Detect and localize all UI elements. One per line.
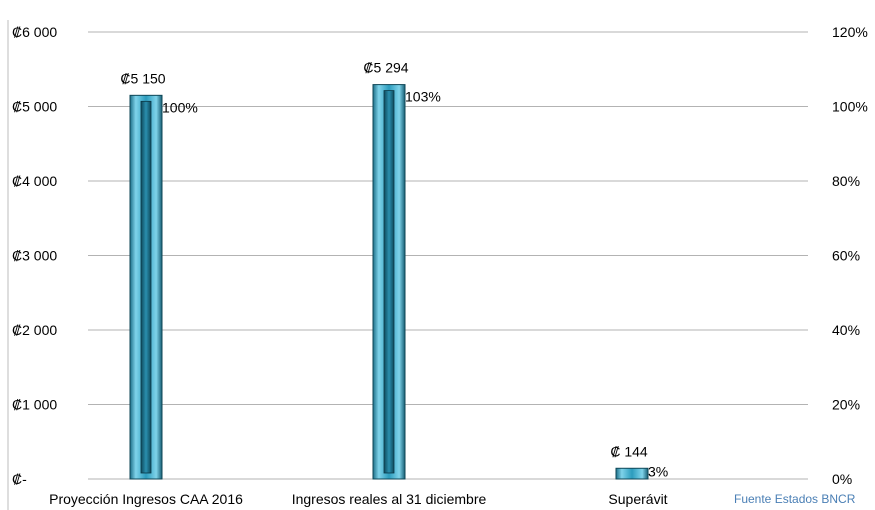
y-tick-label: ₡4 000 (12, 173, 57, 189)
percent-label: 3% (648, 463, 668, 479)
y-axis-ticks: ₡- ₡1 000 ₡2 000 ₡3 000 ₡4 000 ₡5 000 ₡6 000 (12, 24, 57, 487)
bar-body (615, 467, 649, 480)
y2-tick-label: 60% (832, 248, 860, 264)
y2-tick-label: 20% (832, 397, 860, 413)
percent-label: 103% (405, 89, 441, 105)
y2-tick-label: 0% (832, 471, 852, 487)
y2-tick-label: 80% (832, 173, 860, 189)
bars (129, 84, 649, 480)
bar (129, 94, 163, 480)
bar-inner (140, 100, 152, 474)
category-label: Proyección Ingresos CAA 2016 (49, 491, 243, 507)
value-label: ₡5 294 (363, 60, 408, 76)
y-tick-label: ₡- (12, 471, 27, 487)
source-note: Fuente Estados BNCR (734, 492, 856, 506)
bar (372, 84, 406, 480)
category-label: Superávit (608, 491, 667, 507)
bar-inner (383, 90, 395, 474)
percent-label: 100% (162, 99, 198, 115)
y-tick-label: ₡5 000 (12, 99, 57, 115)
y-tick-label: ₡2 000 (12, 322, 57, 338)
y-tick-label: ₡6 000 (12, 24, 57, 40)
value-label: ₡5 150 (120, 70, 165, 86)
y2-tick-label: 120% (832, 24, 868, 40)
category-label: Ingresos reales al 31 diciembre (292, 491, 487, 507)
gridlines (7, 20, 808, 510)
y2-tick-label: 100% (832, 99, 868, 115)
secondary-y-axis-ticks: 0% 20% 40% 60% 80% 100% 120% (832, 24, 868, 487)
y-tick-label: ₡3 000 (12, 248, 57, 264)
value-label: ₡ 144 (610, 443, 648, 459)
bar (615, 467, 649, 480)
x-axis-categories: Proyección Ingresos CAA 2016 Ingresos rea… (49, 491, 668, 507)
y2-tick-label: 40% (832, 322, 860, 338)
y-tick-label: ₡1 000 (12, 397, 57, 413)
